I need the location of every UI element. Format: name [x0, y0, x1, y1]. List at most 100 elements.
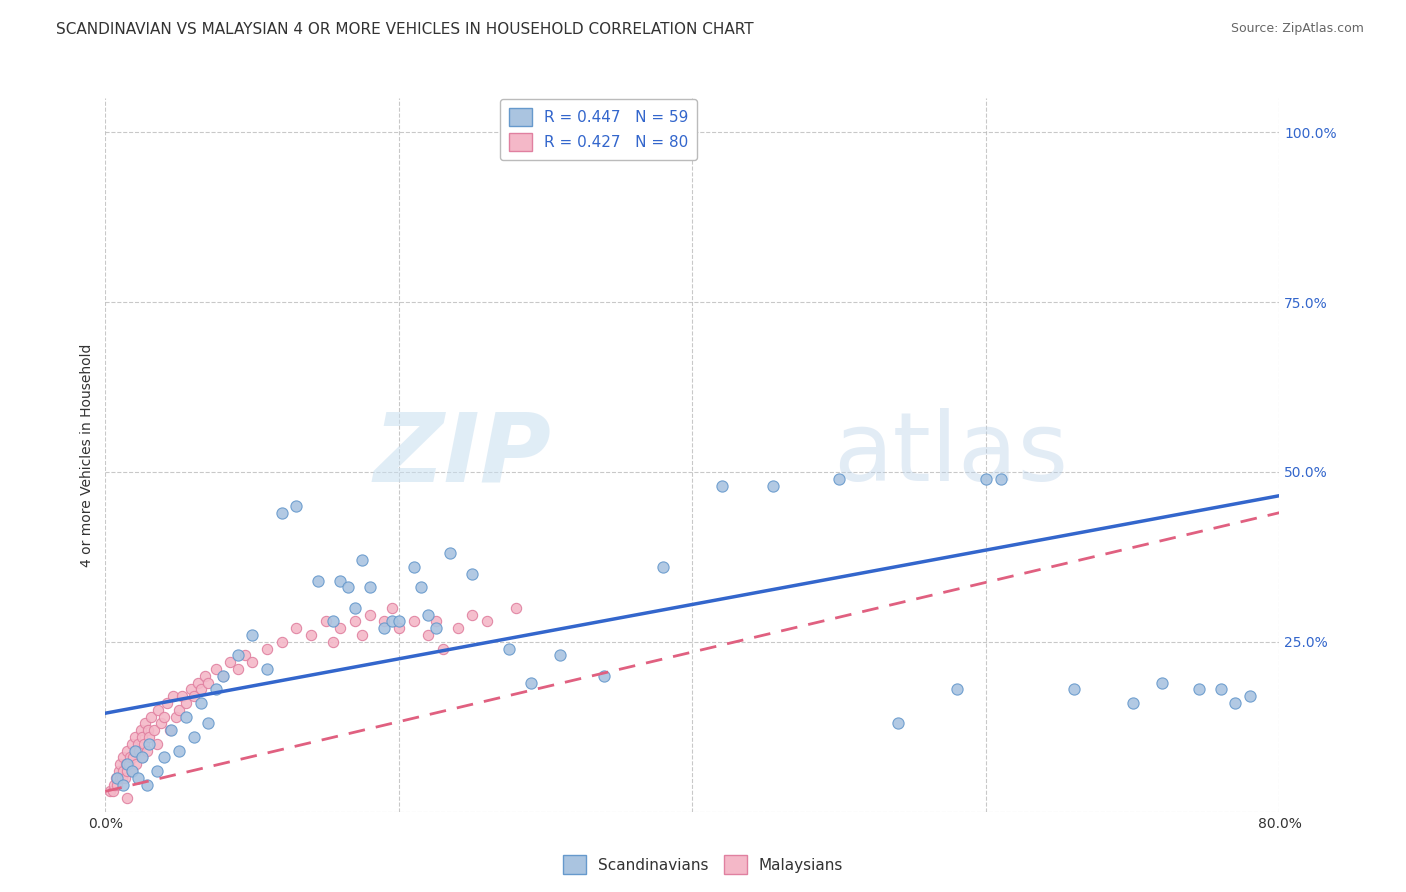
Point — [156, 696, 179, 710]
Point — [197, 716, 219, 731]
Point — [125, 757, 148, 772]
Point — [194, 669, 217, 683]
Point — [418, 628, 440, 642]
Point — [315, 615, 337, 629]
Point — [180, 682, 202, 697]
Point — [127, 737, 149, 751]
Point — [461, 607, 484, 622]
Point — [112, 778, 135, 792]
Point — [240, 655, 263, 669]
Point — [270, 635, 292, 649]
Point — [114, 771, 136, 785]
Point — [285, 499, 308, 513]
Point — [329, 621, 352, 635]
Point — [887, 716, 910, 731]
Point — [159, 723, 181, 738]
Point — [128, 743, 150, 757]
Point — [329, 574, 352, 588]
Point — [110, 771, 132, 785]
Point — [945, 682, 967, 697]
Point — [402, 615, 425, 629]
Point — [124, 730, 146, 744]
Point — [139, 709, 162, 723]
Point — [520, 675, 543, 690]
Point — [167, 743, 190, 757]
Point — [117, 757, 139, 772]
Point — [105, 771, 128, 785]
Legend: R = 0.447   N = 59, R = 0.427   N = 80: R = 0.447 N = 59, R = 0.427 N = 80 — [499, 99, 697, 161]
Point — [190, 682, 212, 697]
Point — [352, 553, 374, 567]
Point — [138, 737, 160, 751]
Point — [121, 764, 143, 778]
Legend: Scandinavians, Malaysians: Scandinavians, Malaysians — [557, 849, 849, 880]
Point — [138, 730, 160, 744]
Point — [117, 764, 139, 778]
Point — [121, 737, 143, 751]
Point — [112, 750, 135, 764]
Point — [153, 709, 176, 723]
Point — [593, 669, 616, 683]
Point — [170, 689, 193, 703]
Point — [219, 655, 242, 669]
Point — [150, 716, 173, 731]
Point — [174, 696, 197, 710]
Text: ZIP: ZIP — [374, 409, 551, 501]
Point — [343, 600, 366, 615]
Point — [142, 723, 165, 738]
Point — [359, 607, 381, 622]
Point — [381, 615, 404, 629]
Point — [446, 621, 468, 635]
Point — [425, 615, 447, 629]
Point — [183, 689, 205, 703]
Point — [105, 778, 128, 792]
Text: atlas: atlas — [834, 409, 1069, 501]
Point — [183, 730, 205, 744]
Point — [107, 764, 129, 778]
Point — [498, 641, 520, 656]
Point — [425, 621, 447, 635]
Point — [165, 709, 187, 723]
Point — [270, 506, 292, 520]
Point — [103, 778, 125, 792]
Point — [1063, 682, 1085, 697]
Point — [122, 750, 145, 764]
Point — [240, 628, 263, 642]
Point — [167, 703, 190, 717]
Point — [285, 621, 308, 635]
Point — [475, 615, 498, 629]
Point — [322, 615, 344, 629]
Point — [131, 750, 153, 764]
Point — [226, 662, 249, 676]
Point — [117, 743, 139, 757]
Text: Source: ZipAtlas.com: Source: ZipAtlas.com — [1230, 22, 1364, 36]
Point — [190, 696, 212, 710]
Point — [418, 607, 440, 622]
Point — [1122, 696, 1144, 710]
Point — [121, 764, 143, 778]
Point — [336, 581, 359, 595]
Point — [104, 771, 127, 785]
Point — [131, 750, 153, 764]
Point — [1239, 689, 1261, 703]
Point — [124, 743, 146, 757]
Point — [101, 784, 124, 798]
Point — [135, 743, 157, 757]
Point — [187, 675, 209, 690]
Point — [233, 648, 256, 663]
Point — [322, 635, 344, 649]
Point — [550, 648, 572, 663]
Point — [974, 472, 997, 486]
Point — [1188, 682, 1211, 697]
Text: SCANDINAVIAN VS MALAYSIAN 4 OR MORE VEHICLES IN HOUSEHOLD CORRELATION CHART: SCANDINAVIAN VS MALAYSIAN 4 OR MORE VEHI… — [56, 22, 754, 37]
Point — [134, 716, 156, 731]
Y-axis label: 4 or more Vehicles in Household: 4 or more Vehicles in Household — [80, 343, 94, 566]
Point — [131, 730, 153, 744]
Point — [211, 669, 233, 683]
Point — [652, 560, 675, 574]
Point — [402, 560, 425, 574]
Point — [112, 764, 135, 778]
Point — [135, 778, 157, 792]
Point — [828, 472, 851, 486]
Point — [505, 600, 527, 615]
